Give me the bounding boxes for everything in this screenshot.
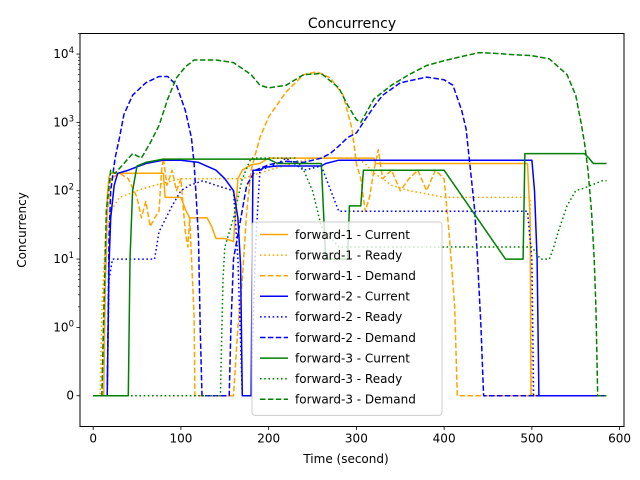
plot-frame [79, 33, 625, 427]
y-tick-label: 0 [66, 389, 74, 403]
x-tick-label: 0 [89, 432, 97, 446]
legend-label: forward-3 - Demand [295, 393, 416, 407]
legend-label: forward-3 - Current [295, 351, 410, 365]
x-axis-label: Time (second) [302, 452, 388, 466]
legend-label: forward-2 - Current [295, 290, 410, 304]
y-axis: 0 100 101 102 103 104 [53, 33, 80, 403]
legend: forward-1 - Current forward-1 - Ready forw… [251, 221, 443, 416]
legend-label: forward-1 - Demand [295, 269, 416, 283]
series-line-forward-2-current [93, 159, 607, 397]
x-tick-label: 100 [169, 432, 192, 446]
x-axis: 0 100 200 300 400 500 600 [89, 426, 631, 446]
y-tick-label: 103 [53, 114, 74, 129]
legend-label: forward-1 - Ready [295, 248, 402, 262]
series-line-forward-1-demand [93, 71, 607, 397]
y-tick-label: 100 [53, 319, 74, 334]
chart-title: Concurrency [308, 16, 396, 32]
y-tick-label: 102 [53, 183, 74, 198]
x-tick-label: 200 [257, 432, 280, 446]
y-tick-label: 101 [53, 251, 74, 266]
x-tick-label: 400 [433, 432, 456, 446]
legend-label: forward-2 - Ready [295, 310, 402, 324]
x-tick-label: 500 [520, 432, 543, 446]
legend-label: forward-2 - Demand [295, 331, 416, 345]
series-line-forward-2-demand [93, 75, 607, 397]
legend-box [251, 221, 443, 416]
series-line-forward-2-ready [93, 157, 607, 397]
series-line-forward-3-demand [93, 51, 607, 397]
y-tick-label: 104 [53, 46, 74, 61]
x-tick-label: 600 [608, 432, 631, 446]
legend-label: forward-3 - Ready [295, 372, 402, 386]
series-line-forward-3-ready [93, 157, 607, 397]
x-tick-label: 300 [345, 432, 368, 446]
y-axis-label: Concurrency [15, 192, 29, 268]
series-layer [93, 51, 607, 397]
legend-label: forward-1 - Current [295, 228, 410, 242]
